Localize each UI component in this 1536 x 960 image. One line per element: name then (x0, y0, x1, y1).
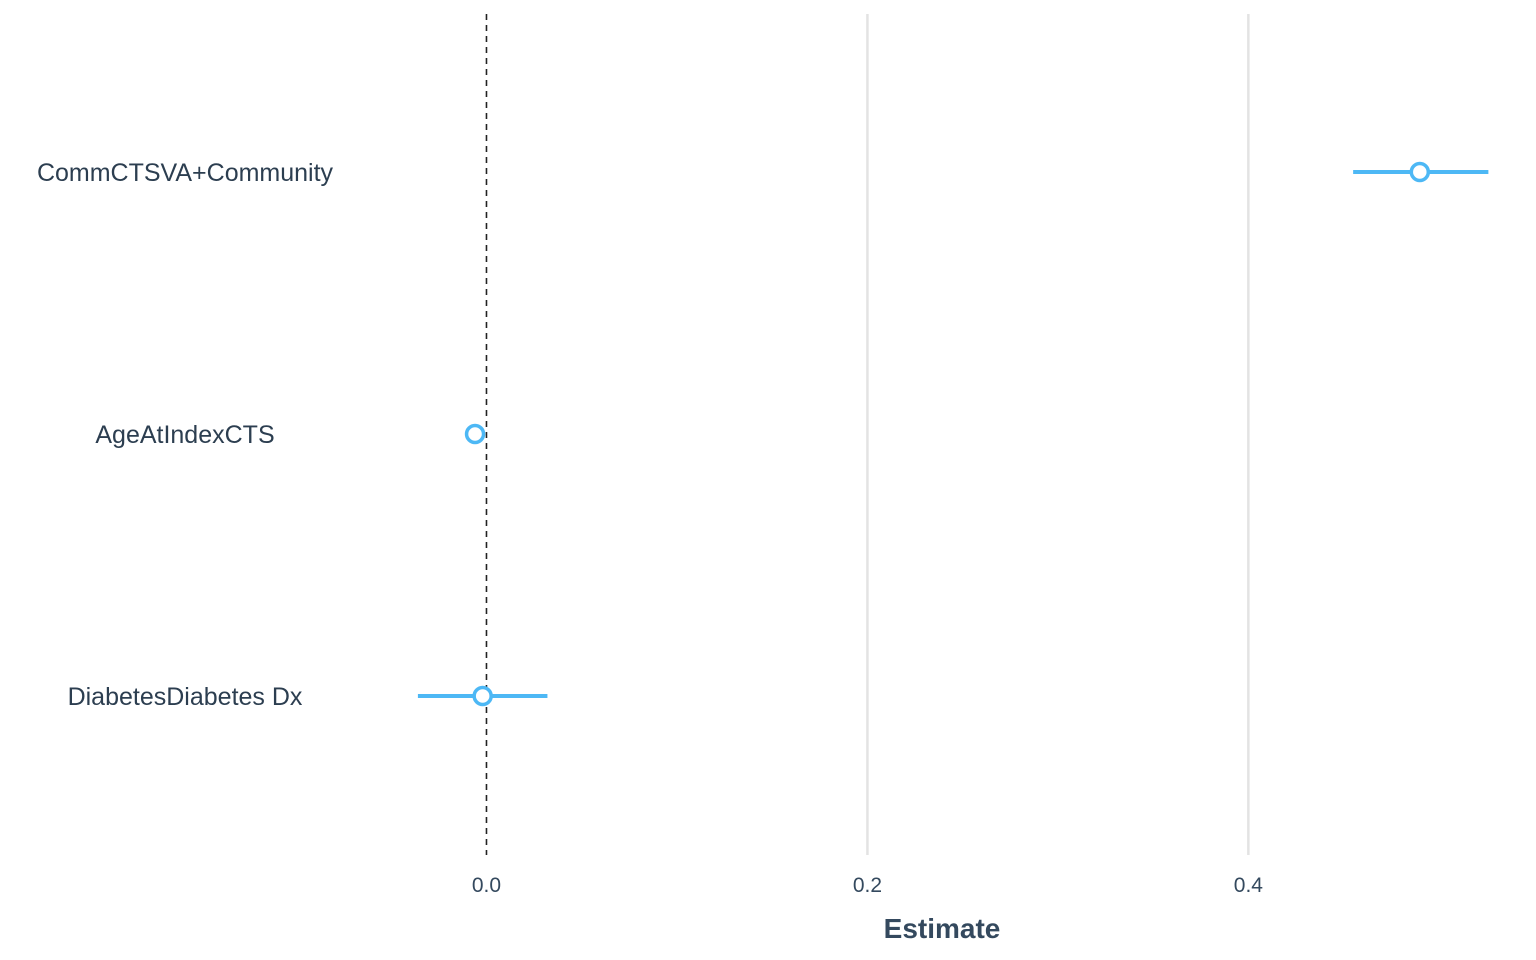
estimate-point (464, 423, 486, 445)
x-tick-label: 0.4 (1234, 874, 1264, 897)
estimate-point (472, 685, 493, 707)
category-label: CommCTSVA+Community (37, 159, 334, 187)
x-tick-label: 0.0 (472, 874, 501, 897)
category-label: DiabetesDiabetes Dx (68, 683, 303, 711)
estimate-points (464, 161, 1431, 707)
confidence-intervals (417, 170, 1489, 698)
category-label: AgeAtIndexCTS (95, 421, 274, 449)
category-labels: CommCTSVA+Community AgeAtIndexCTS Diabetes… (37, 159, 334, 711)
estimate-point (1409, 161, 1431, 183)
x-axis-title: Estimate (884, 913, 1001, 944)
x-tick-labels: 0.0 0.2 0.4 (472, 874, 1263, 897)
x-tick-label: 0.2 (853, 874, 882, 897)
gridlines (866, 14, 1250, 855)
